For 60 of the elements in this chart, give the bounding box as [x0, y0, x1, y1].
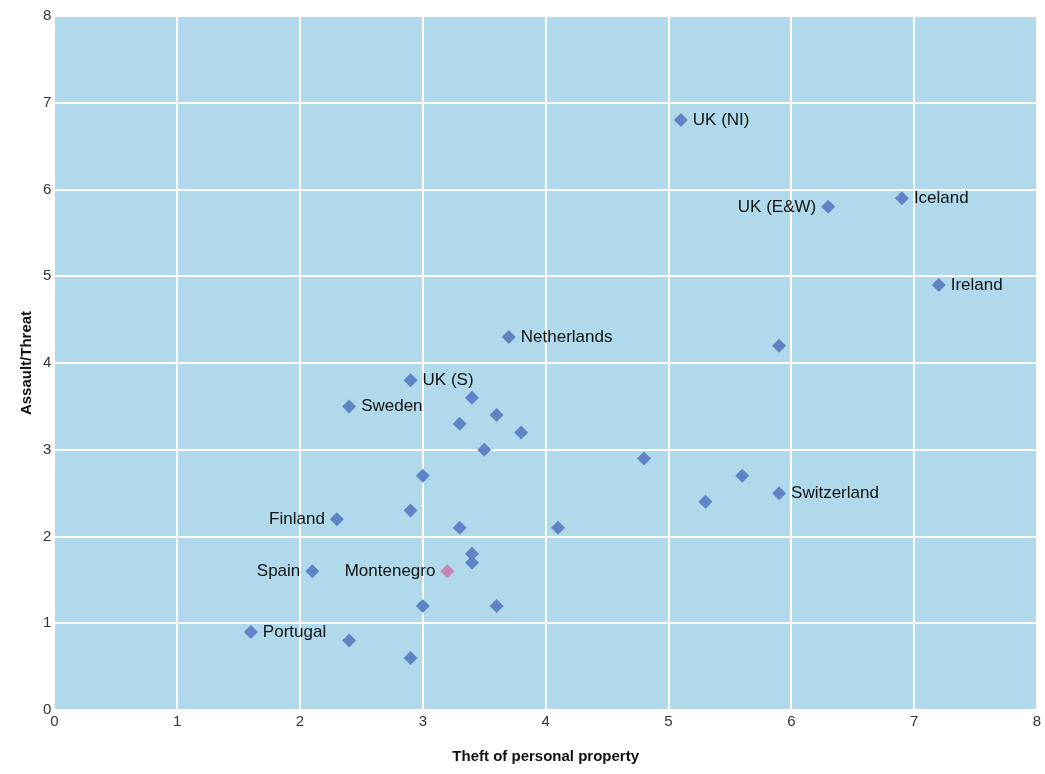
point [403, 373, 418, 388]
y-tick-label: 8 [43, 6, 52, 24]
point [931, 277, 946, 292]
x-tick-label: 1 [173, 712, 182, 730]
y-tick-label: 6 [43, 179, 52, 197]
annotation: UK (S) [422, 370, 474, 390]
point [464, 390, 479, 405]
point [894, 191, 909, 206]
point [698, 494, 713, 509]
annotation: Finland [269, 508, 325, 528]
point [243, 624, 258, 639]
y-tick-label: 0 [43, 700, 52, 718]
annotation: Sweden [361, 396, 423, 416]
point [452, 520, 467, 535]
annotation: Ireland [950, 274, 1003, 294]
point [772, 486, 787, 501]
point [403, 650, 418, 665]
x-axis-title: Theft of personal property [452, 747, 640, 765]
x-tick-label: 3 [418, 712, 428, 730]
annotation: UK (NI) [692, 109, 750, 129]
annotation: Switzerland [791, 482, 879, 502]
annotation: Netherlands [520, 326, 613, 346]
annotation: Portugal [262, 621, 327, 641]
point [403, 503, 418, 518]
point [342, 399, 357, 414]
point [415, 598, 430, 613]
point [329, 512, 344, 527]
point [821, 199, 836, 214]
y-tick-label: 1 [43, 613, 52, 631]
point [452, 416, 467, 431]
annotation: Spain [256, 560, 301, 580]
x-tick-label: 8 [1032, 712, 1042, 730]
point [477, 442, 492, 457]
point [305, 564, 320, 579]
y-tick-label: 2 [43, 526, 52, 544]
point [342, 633, 357, 648]
y-tick-label: 5 [43, 266, 52, 284]
point [735, 468, 750, 483]
point [550, 520, 565, 535]
point [636, 451, 651, 466]
point [673, 113, 688, 128]
y-tick-label: 4 [43, 353, 52, 371]
point [501, 329, 516, 344]
point [415, 468, 430, 483]
y-tick-label: 3 [43, 439, 52, 457]
annotation: UK (E&W) [737, 196, 817, 216]
point [489, 408, 504, 423]
x-tick-label: 6 [787, 712, 796, 730]
y-axis-title: Assault/Threat [17, 310, 35, 416]
point [489, 598, 504, 613]
point [440, 564, 455, 579]
x-tick-label: 2 [295, 712, 305, 730]
y-tick-label: 7 [43, 92, 52, 110]
x-tick-label: 4 [541, 712, 550, 730]
x-tick-label: 7 [910, 712, 919, 730]
annotation: Iceland [913, 187, 969, 207]
annotation: Montenegro [344, 560, 436, 580]
point [514, 425, 529, 440]
x-tick-label: 5 [664, 712, 673, 730]
point [772, 338, 787, 353]
